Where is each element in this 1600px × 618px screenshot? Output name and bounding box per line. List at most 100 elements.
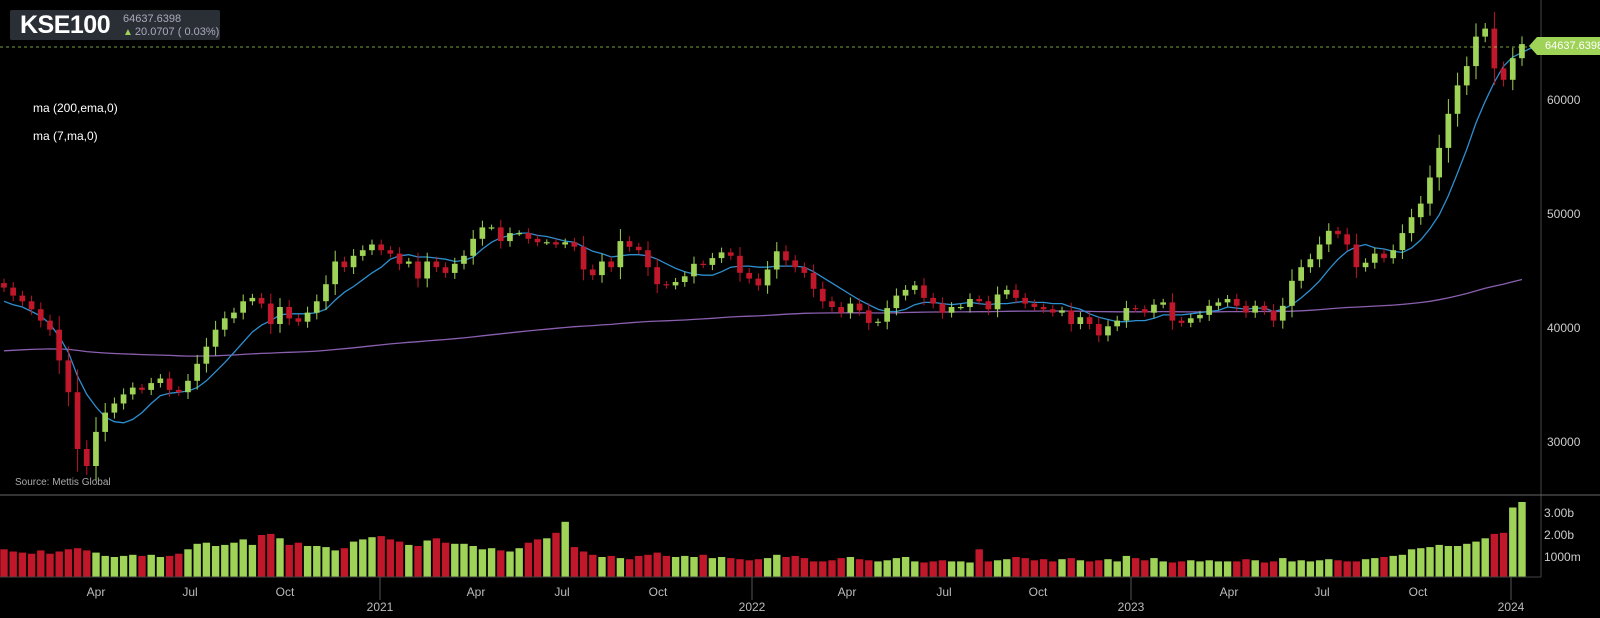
volume-bar: [184, 549, 192, 577]
indicator-ma7-label[interactable]: ma (7,ma,0): [33, 129, 98, 143]
candle: [1371, 247, 1378, 269]
volume-bar: [1223, 561, 1232, 577]
volume-bar: [1453, 546, 1462, 577]
volume-bar: [1187, 560, 1195, 577]
candle: [1178, 316, 1185, 327]
candle: [313, 294, 320, 320]
candle-body: [212, 329, 219, 347]
volume-bar: [717, 557, 726, 577]
candle: [396, 247, 403, 271]
candle: [1243, 300, 1249, 318]
candle-body: [74, 392, 81, 449]
candle: [497, 219, 504, 249]
x-month-label: Apr: [86, 585, 106, 599]
candle: [985, 295, 992, 315]
volume-bar: [119, 555, 128, 577]
candle: [764, 261, 771, 294]
candle: [451, 257, 458, 279]
volume-bar: [9, 551, 17, 577]
candle-body: [1086, 317, 1093, 324]
candle-body: [65, 360, 72, 393]
volume-bar: [1279, 558, 1287, 577]
candle-body: [1371, 253, 1378, 263]
candle: [295, 314, 302, 326]
candle: [589, 264, 596, 280]
volume-bar: [1481, 538, 1489, 577]
volume-bar: [1407, 549, 1416, 577]
volume-bar: [1122, 555, 1131, 577]
candle-body: [994, 294, 1001, 310]
candle-body: [323, 284, 329, 302]
candle-body: [378, 244, 384, 251]
volume-bar: [1058, 559, 1066, 577]
volume-bar: [1260, 562, 1269, 577]
candle-body: [902, 289, 909, 296]
volume-bar: [736, 559, 744, 577]
volume-bar: [1472, 541, 1480, 577]
volume-bar: [957, 561, 965, 577]
volume-bar: [763, 558, 772, 577]
candle-body: [921, 285, 927, 298]
candle: [277, 298, 283, 333]
candle: [221, 311, 228, 337]
volume-bar: [110, 557, 119, 577]
candle: [1215, 298, 1222, 310]
x-month-label: Jul: [554, 585, 570, 599]
candle: [1068, 302, 1074, 332]
candle-body: [1, 283, 7, 288]
candle: [304, 306, 311, 328]
candle-body: [267, 303, 274, 324]
volume-bar: [846, 557, 855, 577]
candle-body: [1160, 302, 1166, 305]
candle: [1252, 300, 1258, 318]
volume-bar: [0, 549, 8, 577]
candle: [258, 293, 265, 309]
candle-body: [1252, 305, 1258, 313]
candle: [663, 281, 670, 289]
candle-body: [847, 303, 854, 313]
volume-bar: [64, 549, 73, 577]
candle: [930, 293, 936, 309]
ticker-panel[interactable]: KSE100 64637.6398 ▲ 20.0707 ( 0.03%): [10, 10, 220, 40]
volume-bar: [267, 533, 275, 577]
candle-body: [1344, 234, 1350, 245]
candle: [755, 273, 762, 291]
candle-body: [1390, 250, 1396, 259]
candle: [819, 281, 826, 309]
candle: [893, 288, 900, 316]
candle-body: [1261, 305, 1268, 311]
candle: [884, 300, 890, 330]
volume-bar: [892, 558, 901, 577]
x-year-label: 2024: [1497, 600, 1525, 614]
candle-body: [396, 253, 403, 264]
volume-bar: [239, 539, 247, 577]
candle-body: [1187, 318, 1194, 323]
candle-body: [856, 303, 863, 311]
candle-body: [461, 255, 467, 264]
candle: [1059, 306, 1065, 317]
volume-bar: [727, 558, 735, 577]
candle: [691, 256, 697, 284]
candle-body: [1169, 302, 1176, 321]
volume-bar: [478, 549, 487, 577]
indicator-ema200-label[interactable]: ma (200,ema,0): [33, 101, 118, 115]
candle-body: [1473, 36, 1479, 67]
volume-bar: [55, 551, 63, 577]
candle-body: [1141, 309, 1148, 313]
candle-body: [543, 242, 550, 244]
candle-body: [819, 288, 826, 302]
volume-bar: [589, 554, 597, 577]
candle-body: [1491, 28, 1498, 69]
candle: [148, 377, 154, 396]
candle: [1509, 47, 1516, 91]
volume-bar: [1306, 561, 1315, 577]
volume-bar: [819, 561, 827, 577]
candle-body: [1003, 289, 1010, 295]
candle: [1463, 56, 1470, 96]
candle-body: [1417, 203, 1424, 218]
candle-body: [1335, 230, 1341, 235]
candle: [479, 220, 486, 246]
candle-body: [801, 267, 808, 273]
volume-bar: [340, 548, 349, 577]
